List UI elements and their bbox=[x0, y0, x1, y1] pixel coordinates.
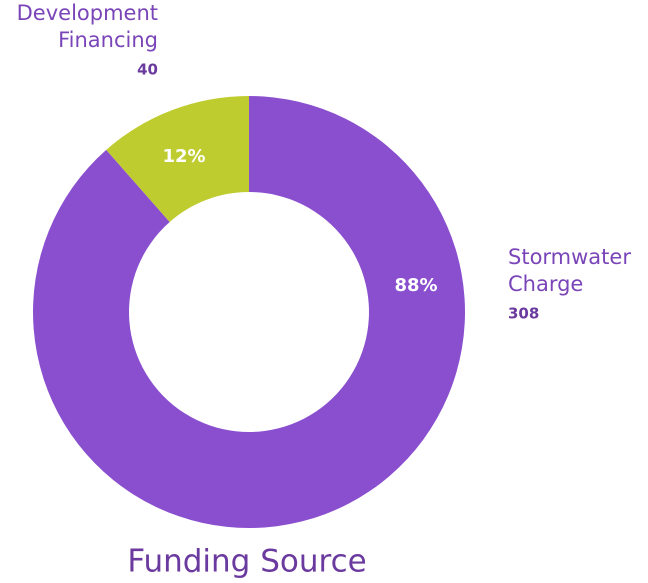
percent-label: 12% bbox=[162, 146, 205, 167]
amount-label: 40 bbox=[137, 61, 158, 79]
amount-label: 308 bbox=[508, 305, 539, 323]
donut-slice bbox=[32, 96, 465, 528]
chart-title: Funding Source bbox=[127, 544, 366, 580]
percent-label: 88% bbox=[394, 275, 437, 296]
category-label: Development Financing bbox=[17, 1, 158, 52]
category-label: Stormwater Charge bbox=[508, 245, 631, 296]
donut-slice bbox=[106, 96, 250, 222]
